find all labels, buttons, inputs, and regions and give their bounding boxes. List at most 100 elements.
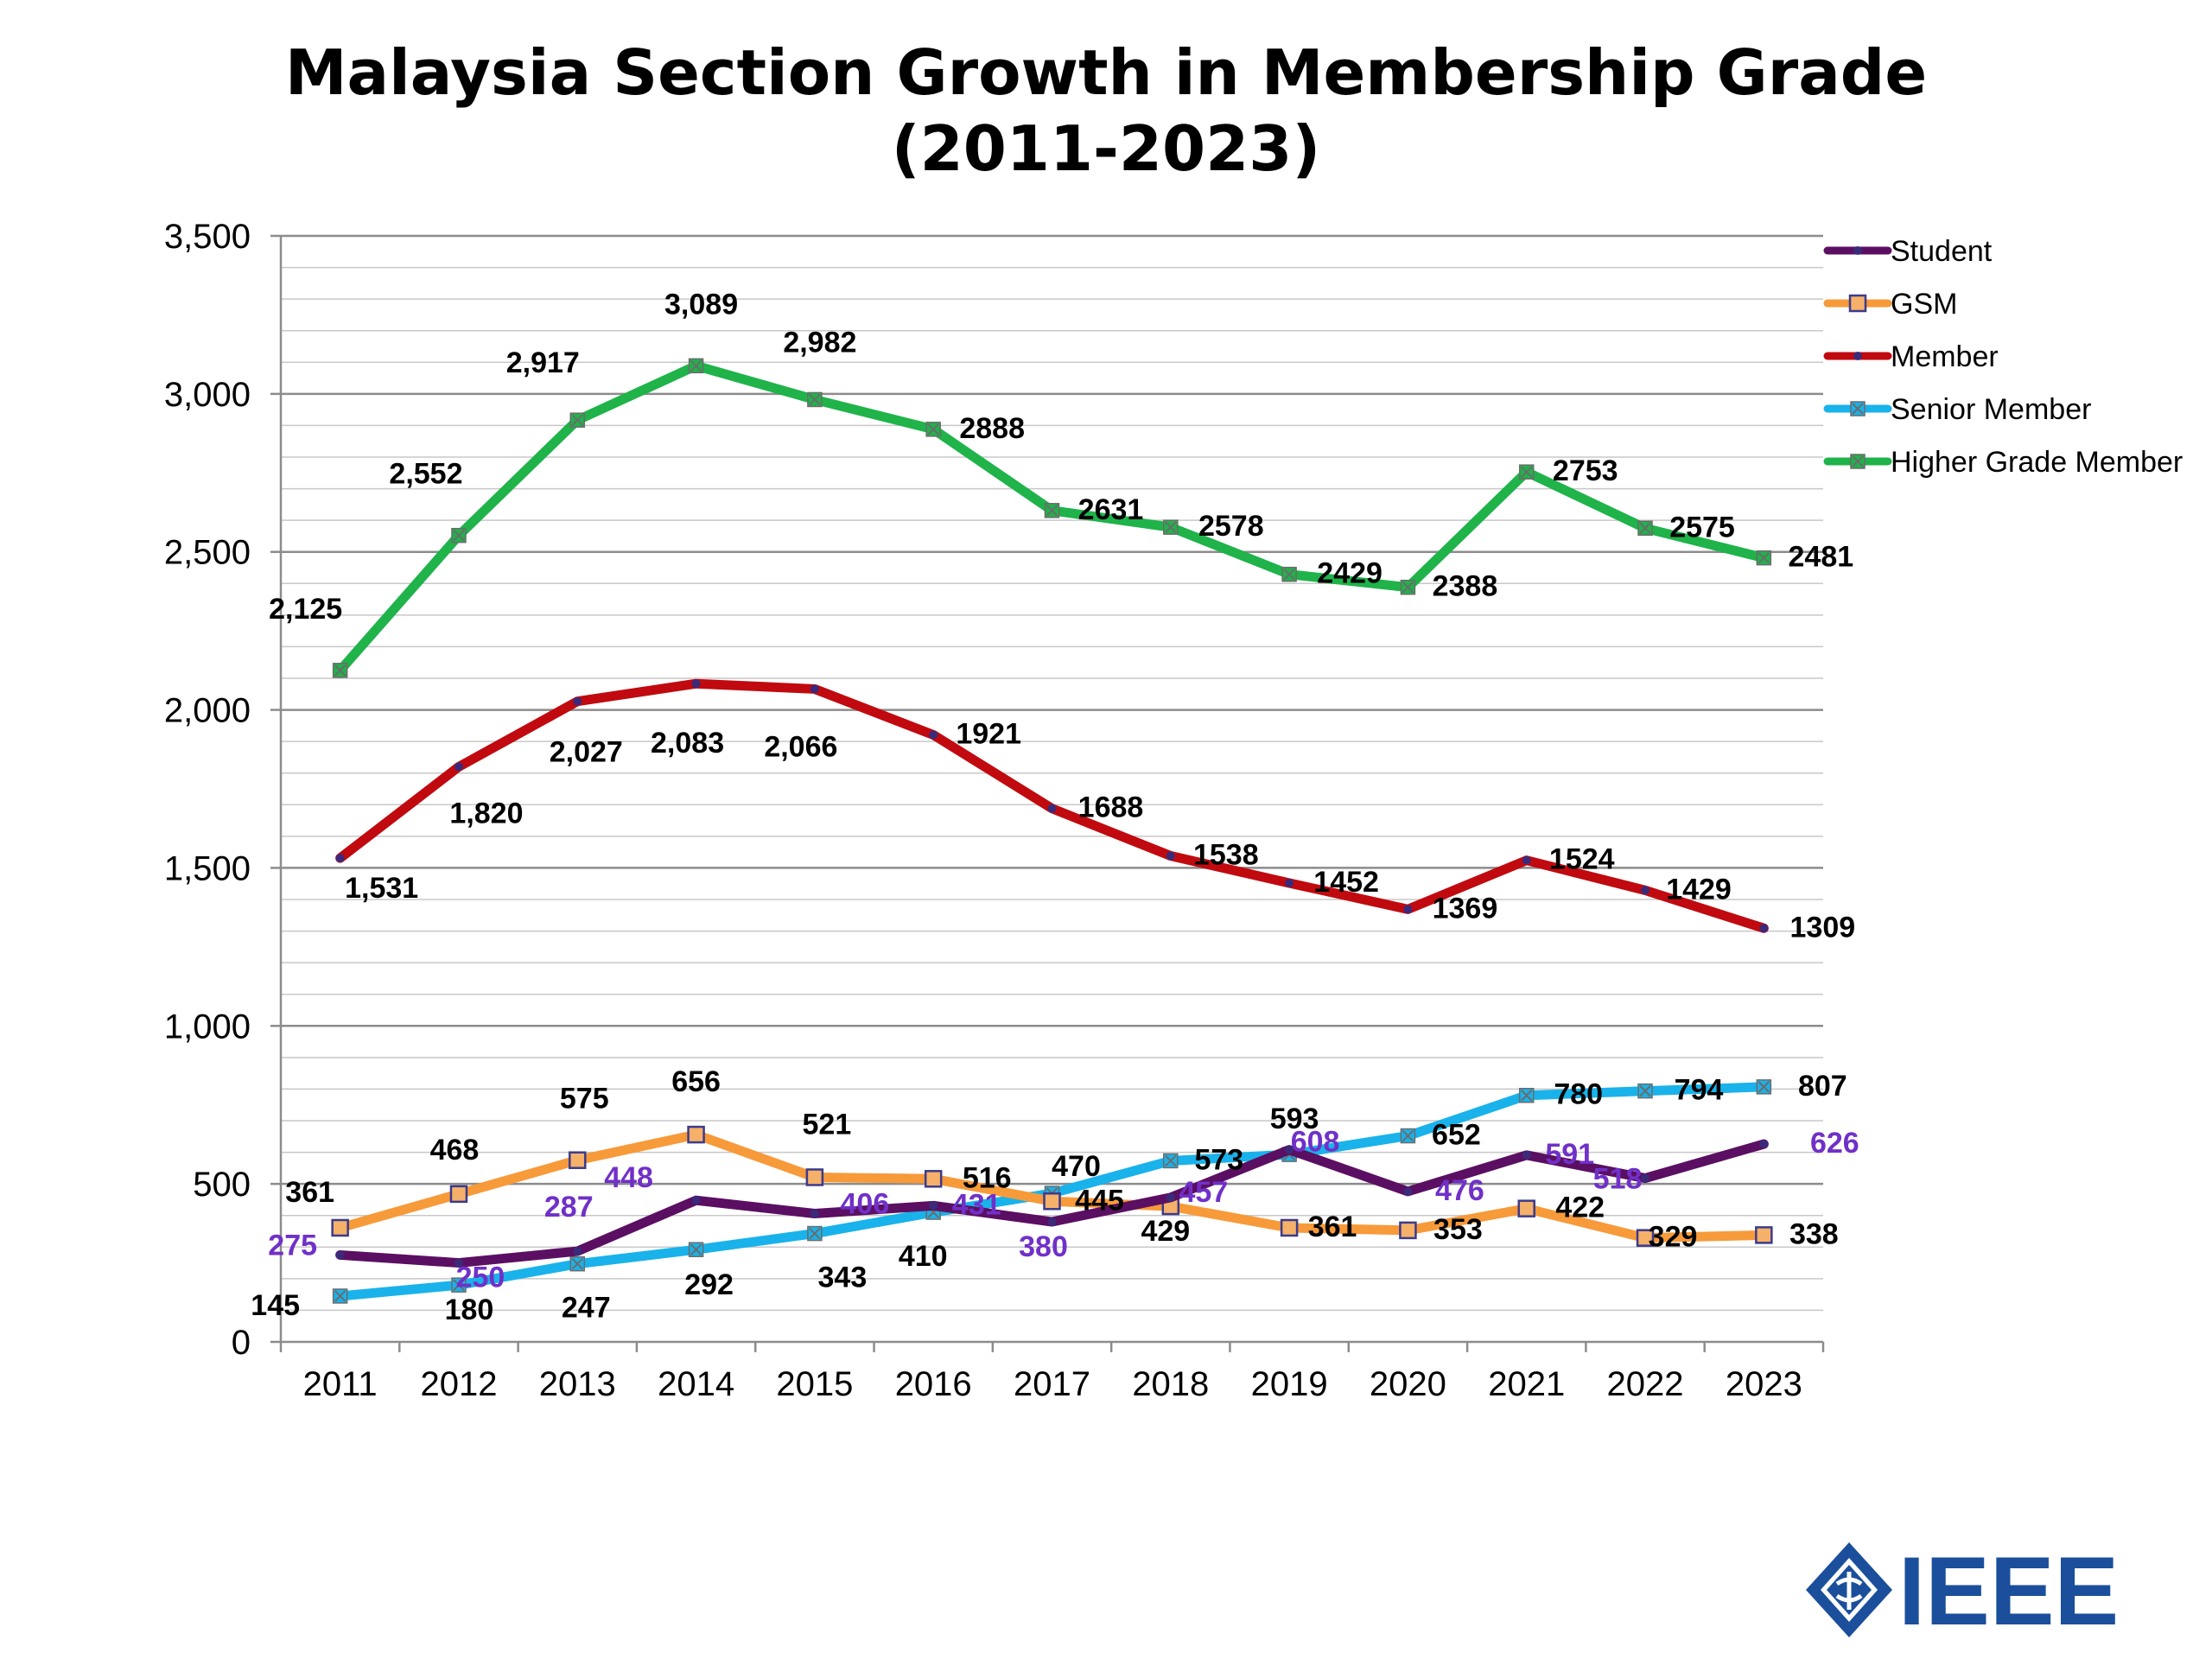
- marker-cross: [1165, 1154, 1177, 1167]
- data-label: 2388: [1433, 570, 1498, 603]
- data-label: 180: [445, 1294, 494, 1326]
- data-label: 338: [1789, 1217, 1839, 1250]
- data-label: 1,531: [345, 872, 418, 905]
- data-point: [1400, 1128, 1416, 1144]
- data-label: 516: [963, 1161, 1012, 1194]
- data-label: 1452: [1313, 866, 1379, 899]
- data-label: 1538: [1193, 839, 1259, 872]
- data-point: [810, 1209, 819, 1218]
- data-point: [1759, 1140, 1769, 1149]
- data-label: 353: [1433, 1213, 1483, 1246]
- legend-item-member: Member: [1823, 340, 1999, 373]
- data-point: [929, 1201, 938, 1211]
- ieee-logo-text: IEEE: [1898, 1537, 2119, 1645]
- data-point: [1756, 550, 1772, 566]
- x-tick-label: 2012: [420, 1365, 497, 1403]
- data-point: [807, 391, 823, 408]
- legend-label: Senior Member: [1891, 393, 2091, 426]
- legend-marker: [1853, 246, 1862, 255]
- marker-cross: [1402, 581, 1414, 594]
- legend-label: Student: [1891, 235, 1993, 268]
- data-label: 1524: [1549, 843, 1615, 876]
- series-member: [335, 678, 1769, 933]
- data-point: [805, 1168, 824, 1186]
- marker-cross: [1852, 403, 1864, 415]
- data-point: [573, 1247, 582, 1256]
- data-point: [1636, 1229, 1655, 1247]
- data-label: 2575: [1669, 511, 1735, 543]
- marker-cross: [334, 1290, 346, 1302]
- marker-cross: [1758, 551, 1770, 564]
- data-label: 652: [1432, 1119, 1481, 1152]
- data-label: 468: [430, 1134, 480, 1166]
- data-point: [1166, 851, 1175, 861]
- data-point: [1047, 804, 1057, 813]
- data-point: [925, 422, 941, 437]
- data-point: [929, 730, 938, 740]
- marker-cross: [1402, 1129, 1414, 1142]
- legend-item-gsm: GSM: [1823, 288, 1957, 321]
- data-point: [1043, 1192, 1061, 1211]
- marker-cross: [1521, 1090, 1533, 1102]
- data-point: [1518, 1087, 1535, 1103]
- legend-marker: [1853, 352, 1862, 360]
- data-label: 2,982: [783, 326, 856, 359]
- data-label: 445: [1075, 1184, 1124, 1217]
- x-tick-label: 2013: [539, 1365, 616, 1403]
- y-tick-label: 1,500: [164, 849, 251, 887]
- data-label: 780: [1554, 1078, 1603, 1111]
- data-point: [451, 527, 467, 543]
- y-tick-label: 2,500: [164, 534, 251, 572]
- marker-cross: [1758, 1081, 1770, 1093]
- y-tick-label: 500: [193, 1166, 251, 1204]
- y-tick-label: 3,000: [164, 376, 251, 414]
- data-point: [449, 1185, 468, 1204]
- series-group: [331, 358, 1773, 1304]
- x-tick-label: 2019: [1251, 1365, 1328, 1403]
- data-point: [1399, 1221, 1417, 1240]
- data-label: 1,820: [449, 797, 523, 830]
- data-label: 431: [952, 1188, 1001, 1221]
- data-label: 2,917: [506, 346, 580, 379]
- marker-cross: [334, 664, 346, 677]
- data-point: [331, 1218, 349, 1237]
- data-label: 329: [1649, 1221, 1698, 1254]
- data-point: [688, 1242, 704, 1257]
- data-label: 361: [285, 1176, 334, 1209]
- series-line: [335, 360, 1769, 676]
- data-label: 2631: [1078, 493, 1144, 526]
- data-point: [1755, 1226, 1773, 1244]
- marker-cross: [571, 414, 583, 426]
- legend-label: Higher Grade Member: [1891, 446, 2183, 479]
- data-label: 457: [1179, 1176, 1228, 1209]
- data-point: [688, 358, 704, 374]
- marker-cross: [809, 393, 821, 406]
- data-label: 591: [1545, 1138, 1594, 1171]
- marker-cross: [809, 1227, 821, 1240]
- marker-cross: [1521, 466, 1533, 478]
- data-label: 1688: [1078, 791, 1144, 824]
- data-point: [924, 1170, 943, 1188]
- x-tick-label: 2014: [658, 1365, 734, 1403]
- data-point: [1280, 1218, 1299, 1237]
- legend-label: GSM: [1891, 288, 1957, 321]
- data-label: 575: [560, 1083, 609, 1116]
- data-label: 361: [1308, 1211, 1357, 1243]
- data-label: 2,083: [651, 727, 724, 760]
- marker-cross: [690, 359, 702, 372]
- data-label: 2,125: [269, 593, 342, 626]
- data-label: 410: [899, 1240, 948, 1273]
- data-label: 1369: [1433, 892, 1498, 925]
- data-point: [1163, 519, 1179, 535]
- data-label: 2,027: [550, 736, 623, 769]
- chart-title-line1: Malaysia Section Growth in Membership Gr…: [284, 36, 1928, 109]
- data-label: 626: [1810, 1127, 1859, 1160]
- data-point: [1166, 1192, 1175, 1202]
- data-point: [810, 684, 819, 694]
- data-point: [569, 412, 586, 428]
- data-point: [1637, 520, 1653, 537]
- data-point: [332, 663, 348, 678]
- data-label: 448: [604, 1161, 653, 1194]
- data-point: [1285, 878, 1294, 887]
